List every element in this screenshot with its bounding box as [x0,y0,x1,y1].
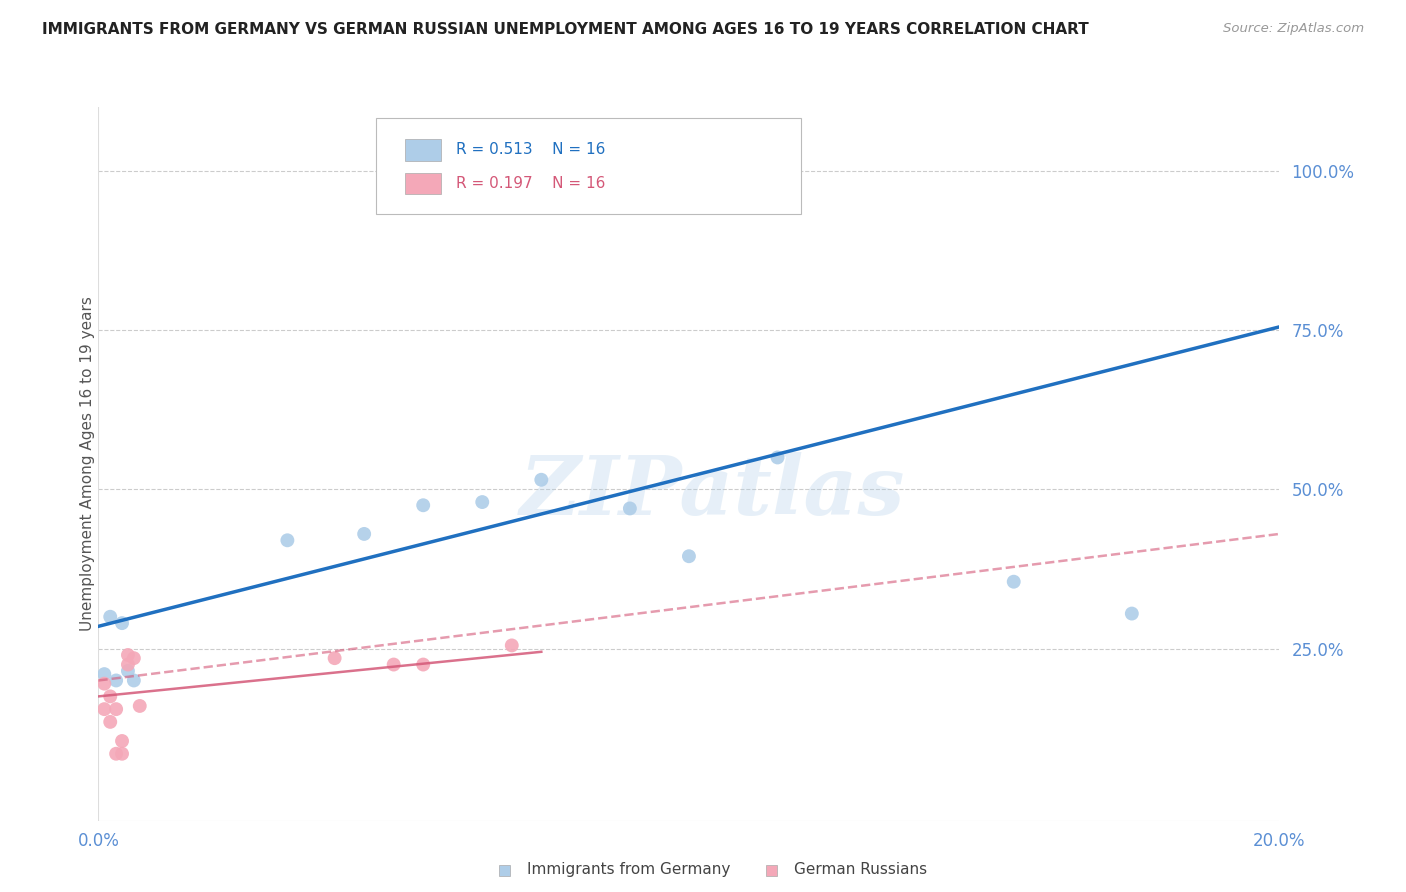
FancyBboxPatch shape [375,118,801,214]
Point [93,702,115,716]
Point [412,657,434,672]
FancyBboxPatch shape [405,173,441,194]
Point [111,747,134,761]
FancyBboxPatch shape [405,139,441,161]
Point [323,651,346,665]
Text: ZIPatlas: ZIPatlas [520,452,905,533]
Point [93,667,115,681]
Point [105,702,128,716]
Point [353,527,375,541]
Text: Immigrants from Germany: Immigrants from Germany [527,863,731,877]
Point [117,648,139,662]
Text: R = 0.197    N = 16: R = 0.197 N = 16 [457,176,606,191]
Point [98,690,121,704]
Point [105,673,128,688]
Point [128,698,150,713]
Point [276,533,298,548]
Point [382,657,405,672]
Point [766,450,789,465]
Point [93,676,115,690]
Point [412,498,434,512]
Point [501,639,523,653]
Point [678,549,700,564]
Y-axis label: Unemployment Among Ages 16 to 19 years: Unemployment Among Ages 16 to 19 years [80,296,94,632]
Point [122,651,145,665]
Point [111,734,134,748]
Text: IMMIGRANTS FROM GERMANY VS GERMAN RUSSIAN UNEMPLOYMENT AMONG AGES 16 TO 19 YEARS: IMMIGRANTS FROM GERMANY VS GERMAN RUSSIA… [42,22,1088,37]
Point [471,495,494,509]
Point [122,673,145,688]
Point [1121,607,1143,621]
Point [98,609,121,624]
Point [117,657,139,672]
Point [98,714,121,729]
Point [619,501,641,516]
Text: Source: ZipAtlas.com: Source: ZipAtlas.com [1223,22,1364,36]
Point [530,473,553,487]
Point [117,664,139,678]
Point [111,616,134,631]
Text: R = 0.513    N = 16: R = 0.513 N = 16 [457,143,606,157]
Point [1002,574,1025,589]
Text: German Russians: German Russians [794,863,928,877]
Point [105,747,128,761]
